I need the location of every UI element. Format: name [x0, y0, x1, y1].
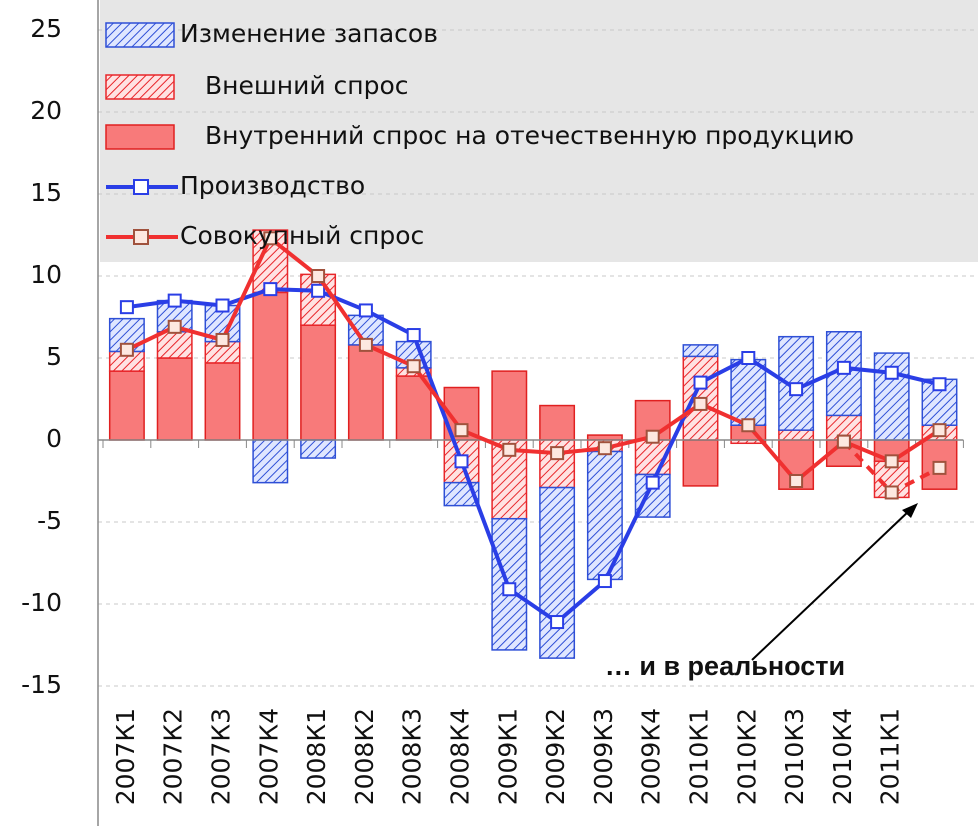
x-tick-label: 2010К2 [732, 708, 761, 805]
marker [119, 342, 134, 357]
legend-marker [133, 229, 149, 245]
bar [347, 344, 384, 441]
bar [682, 439, 719, 487]
x-tick-label: 2010К4 [828, 708, 857, 805]
bar [300, 439, 337, 459]
y-tick-label: -5 [37, 506, 62, 535]
marker [597, 574, 612, 589]
y-tick-label: 20 [30, 96, 62, 125]
marker [311, 283, 326, 298]
y-tick-label: -15 [21, 670, 62, 699]
marker [741, 351, 756, 365]
arrow-head [902, 503, 918, 518]
marker [502, 582, 517, 597]
x-tick-label: 2007К2 [159, 708, 188, 805]
x-tick-label: 2007К3 [207, 708, 236, 805]
legend-bg [100, 0, 978, 262]
bar [539, 486, 576, 659]
legend-swatch [105, 74, 175, 100]
marker [932, 423, 947, 438]
y-tick-label: 5 [46, 342, 62, 371]
marker [454, 423, 469, 438]
marker [167, 293, 182, 308]
bar [730, 358, 767, 426]
bar [156, 357, 193, 441]
marker [693, 396, 708, 411]
bar [778, 429, 815, 441]
marker [836, 360, 851, 375]
marker [884, 365, 899, 380]
x-tick-label: 2009К4 [637, 708, 666, 805]
legend-label: Внешний спрос [205, 71, 409, 100]
bar [156, 331, 193, 359]
marker [167, 319, 182, 334]
y-tick-label: 0 [46, 424, 62, 453]
x-tick-label: 2010К1 [685, 708, 714, 805]
marker [454, 454, 469, 469]
marker [119, 300, 134, 315]
marker [215, 332, 230, 347]
y-tick-label: -10 [21, 588, 62, 617]
marker [645, 429, 660, 444]
x-tick-label: 2009К1 [493, 708, 522, 805]
marker [597, 441, 612, 456]
bar [108, 370, 145, 441]
bar [539, 404, 576, 441]
marker [263, 231, 278, 246]
legend-label: Изменение запасов [180, 19, 438, 48]
marker [884, 485, 899, 500]
y-tick-label: 15 [30, 178, 62, 207]
x-tick-label: 2008К2 [350, 708, 379, 805]
marker [358, 303, 373, 318]
marker [502, 442, 517, 457]
line [126, 287, 940, 625]
marker [263, 282, 278, 297]
marker [884, 454, 899, 469]
marker [550, 615, 565, 630]
marker [932, 377, 947, 392]
marker [215, 298, 230, 313]
marker [311, 269, 326, 283]
marker [550, 446, 565, 461]
x-tick-label: 2008К4 [446, 708, 475, 805]
marker [693, 375, 708, 390]
legend-marker [133, 179, 149, 195]
y-tick-label: 25 [30, 14, 62, 43]
bar [491, 370, 528, 441]
legend-swatch [105, 124, 175, 150]
marker [789, 382, 804, 397]
marker [645, 475, 660, 490]
bar [252, 439, 289, 484]
y-tick-label: 10 [30, 260, 62, 289]
marker [741, 418, 756, 433]
x-tick-label: 2007К1 [111, 708, 140, 805]
x-tick-label: 2009К3 [589, 708, 618, 805]
legend-label: Производство [180, 171, 365, 200]
marker [789, 474, 804, 488]
marker [836, 434, 851, 449]
line [126, 235, 941, 484]
arrow [751, 509, 911, 661]
legend-label: Внутренний спрос на отечественную продук… [205, 121, 854, 150]
x-tick-label: 2007К4 [254, 708, 283, 805]
x-tick-label: 2008К1 [302, 708, 331, 805]
marker [406, 359, 421, 374]
x-tick-label: 2009К2 [541, 708, 570, 805]
x-tick-label: 2010К3 [780, 708, 809, 805]
legend-swatch [105, 22, 175, 48]
x-tick-label: 2008К3 [398, 708, 427, 805]
annotation: … и в реальности [605, 651, 845, 681]
x-tick-label: 2011К1 [876, 708, 905, 805]
marker [932, 460, 947, 475]
marker [406, 328, 421, 343]
marker [358, 337, 373, 352]
bar [682, 344, 719, 358]
bar [300, 324, 337, 441]
bar [252, 291, 289, 441]
bar [204, 362, 241, 441]
legend-label: Совокупный спрос [180, 221, 424, 250]
